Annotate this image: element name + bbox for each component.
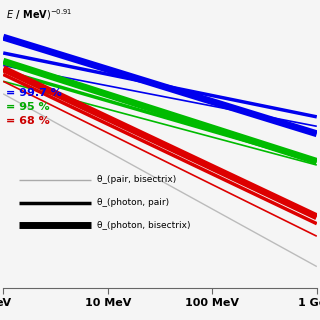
Text: θ_(pair, bisectrix): θ_(pair, bisectrix) <box>97 175 177 184</box>
Text: = 68 %: = 68 % <box>6 116 50 126</box>
Text: θ_(photon, bisectrix): θ_(photon, bisectrix) <box>97 221 191 230</box>
Text: = 95 %: = 95 % <box>6 102 50 112</box>
Text: = 99.7 %: = 99.7 % <box>6 88 62 98</box>
Text: θ_(photon, pair): θ_(photon, pair) <box>97 198 169 207</box>
Text: $E$ / MeV$)^{-0.91}$: $E$ / MeV$)^{-0.91}$ <box>6 7 73 22</box>
